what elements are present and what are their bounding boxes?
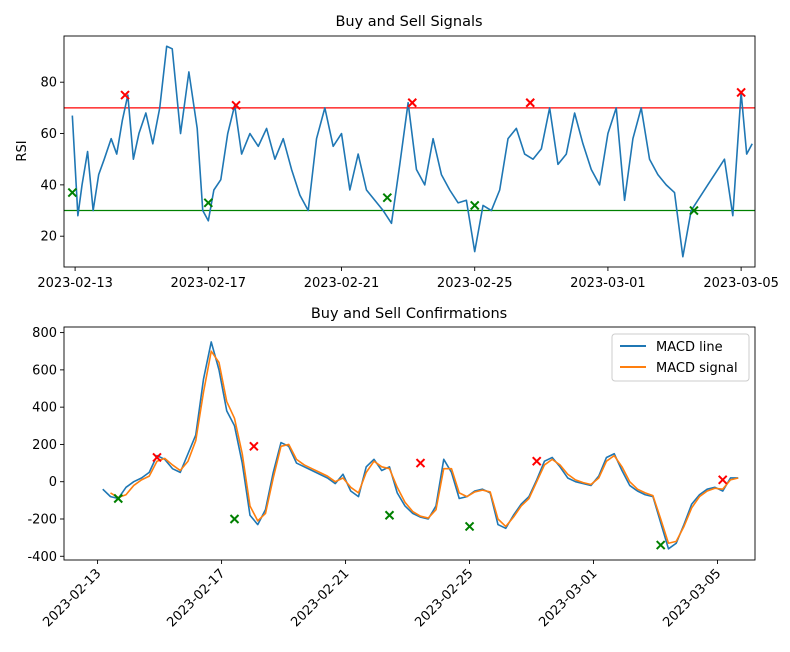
x-tick-label: 2023-02-13 (37, 276, 113, 291)
x-tick-label: 2023-02-25 (412, 566, 476, 630)
x-tick-label: 2023-03-05 (660, 566, 724, 630)
y-tick-label: -400 (27, 550, 57, 565)
sell-marker (231, 100, 241, 111)
y-tick-label: 40 (40, 178, 57, 193)
x-tick-label: 2023-02-13 (40, 566, 104, 630)
series-line-0 (102, 341, 739, 550)
x-tick-label: 2023-02-17 (164, 566, 228, 630)
sell-marker (525, 98, 535, 108)
y-tick-label: 80 (40, 76, 57, 91)
buy-marker (689, 205, 699, 216)
y-tick-label: 200 (32, 438, 57, 453)
macd-chart-title: Buy and Sell Confirmations (311, 306, 507, 322)
rsi-plot-frame (63, 35, 756, 268)
rsi-subplot: Buy and Sell Signals RSI 20 40 60 80 2023-02… (15, 14, 779, 291)
sell-marker (120, 90, 130, 100)
x-tick-label: 2023-02-25 (437, 276, 513, 291)
sell-marker (736, 87, 746, 98)
sell-marker (532, 456, 542, 466)
legend-box (611, 333, 750, 382)
x-tick-label: 2023-03-05 (703, 276, 779, 291)
x-tick-label: 2023-02-21 (288, 566, 352, 630)
sell-marker (718, 475, 728, 485)
buy-marker (384, 510, 395, 520)
sell-marker (415, 458, 426, 468)
y-tick-label: 400 (32, 401, 57, 416)
y-tick-label: 800 (32, 326, 57, 341)
rsi-y-axis-label: RSI (15, 140, 30, 161)
y-tick-label: 0 (49, 475, 57, 490)
x-tick-label: 2023-02-17 (171, 276, 247, 291)
y-tick-label: -200 (27, 512, 57, 527)
buy-marker (464, 521, 475, 532)
series-line-0 (71, 45, 753, 258)
buy-marker (382, 192, 393, 203)
buy-marker (656, 540, 666, 550)
sell-marker (249, 441, 259, 452)
series-line-1 (110, 350, 739, 545)
sell-marker (407, 98, 417, 108)
rsi-chart-title: Buy and Sell Signals (335, 14, 482, 30)
buy-marker (470, 200, 480, 211)
y-tick-label: 600 (32, 363, 57, 378)
macd-plot-frame (63, 326, 756, 561)
buy-marker (67, 187, 78, 198)
sell-marker (152, 452, 162, 463)
buy-marker (203, 198, 214, 208)
buy-marker (113, 493, 123, 504)
macd-subplot: Buy and Sell Confirmations -400 -200 0 200 4… (27, 306, 756, 630)
y-tick-label: 20 (40, 230, 57, 245)
y-tick-label: 60 (40, 127, 57, 142)
macd-legend: MACD line MACD signal (611, 333, 750, 382)
legend-macd-line-label: MACD line (656, 340, 723, 355)
x-tick-label: 2023-02-21 (304, 276, 380, 291)
x-tick-label: 2023-03-01 (570, 276, 646, 291)
x-tick-label: 2023-03-01 (536, 566, 600, 630)
buy-marker (229, 514, 240, 524)
legend-macd-signal-label: MACD signal (656, 361, 738, 376)
